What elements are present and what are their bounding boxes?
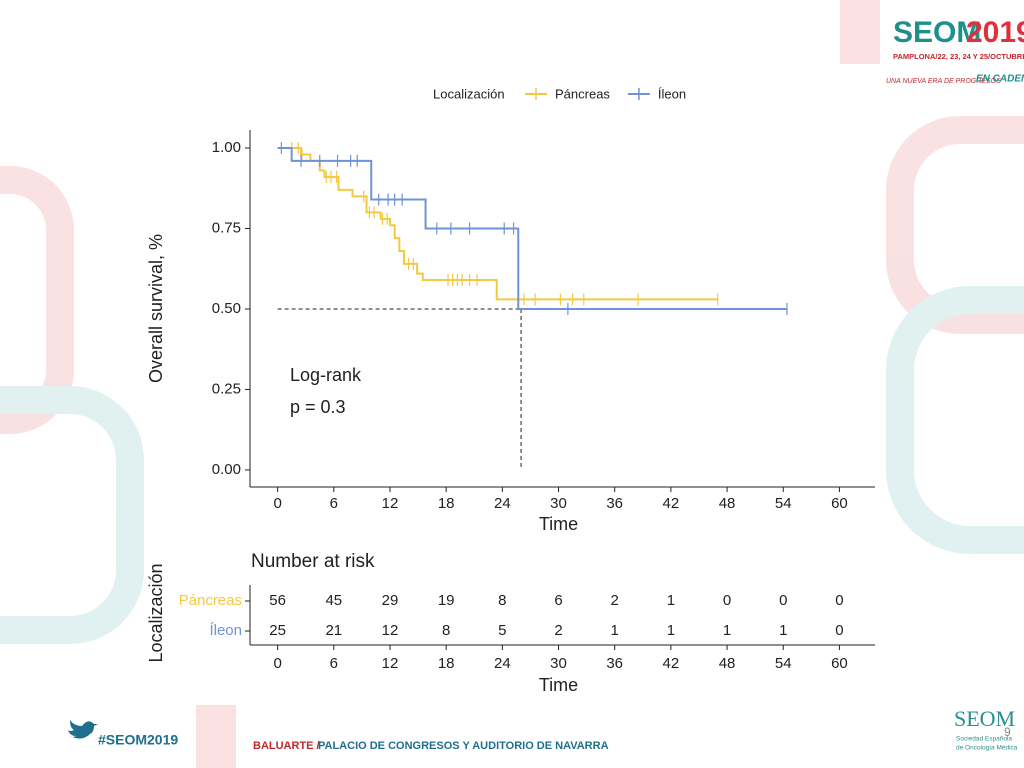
y-tick-label: 0.25 — [212, 380, 241, 397]
risk-count: 0 — [835, 592, 843, 609]
risk-count: 8 — [498, 592, 506, 609]
x-tick-label: 48 — [719, 655, 736, 672]
venue: PALACIO DE CONGRESOS Y AUDITORIO DE NAVA… — [318, 740, 609, 752]
annotation: Log-rank — [290, 365, 362, 385]
motto: EN CADENA — [976, 74, 1024, 85]
legend-label: Páncreas — [555, 86, 610, 101]
x-tick-label: 24 — [494, 655, 511, 672]
risk-count: 1 — [723, 622, 731, 639]
risk-count: 1 — [667, 622, 675, 639]
y-tick-label: 0.00 — [212, 461, 241, 478]
x-tick-label: 42 — [663, 495, 680, 512]
twitter-icon — [68, 720, 98, 739]
hashtag: #SEOM2019 — [98, 732, 178, 748]
risk-count: 25 — [269, 622, 286, 639]
risk-count: 1 — [779, 622, 787, 639]
page-number: 9 — [1004, 725, 1011, 739]
y-tick-label: 0.50 — [212, 300, 241, 317]
venue: BALUARTE / — [253, 740, 320, 752]
dates: PAMPLONA/22, 23, 24 Y 25/OCTUBRE — [893, 52, 1024, 61]
motto: UNA NUEVA ERA DE PROGRESOS — [886, 78, 1001, 85]
risk-count: 1 — [611, 622, 619, 639]
risk-count: 2 — [611, 592, 619, 609]
x-tick-label: 0 — [273, 655, 281, 672]
background-decor — [0, 116, 1024, 644]
risk-count: 8 — [442, 622, 450, 639]
risk-count: 0 — [835, 622, 843, 639]
x-tick-label: 12 — [382, 655, 399, 672]
x-tick-label: 54 — [775, 495, 792, 512]
y-tick-label: 0.75 — [212, 219, 241, 236]
y-axis-label: Overall survival, % — [146, 234, 166, 383]
risk-count: 0 — [779, 592, 787, 609]
y-axis-label: Localización — [146, 563, 166, 662]
risk-count: 12 — [382, 622, 399, 639]
risk-count: 6 — [554, 592, 562, 609]
x-tick-label: 12 — [382, 495, 399, 512]
x-tick-label: 36 — [606, 495, 623, 512]
legend-label: Íleon — [658, 86, 686, 101]
x-tick-label: 24 — [494, 495, 511, 512]
y-tick-label: 1.00 — [212, 139, 241, 156]
logo: 2019 — [966, 16, 1024, 49]
x-tick-label: 42 — [663, 655, 680, 672]
x-tick-label: 18 — [438, 655, 455, 672]
risk-count: 45 — [325, 592, 342, 609]
x-tick-label: 6 — [330, 655, 338, 672]
x-tick-label: 48 — [719, 495, 736, 512]
seom-sub: de Oncología Médica — [956, 745, 1018, 752]
risk-count: 21 — [325, 622, 342, 639]
logo: SEOM — [893, 16, 981, 49]
risk-count: 2 — [554, 622, 562, 639]
x-tick-label: 0 — [273, 495, 281, 512]
survival-curve — [277, 147, 718, 301]
risk-row-label: Páncreas — [179, 592, 242, 609]
risk-count: 1 — [667, 592, 675, 609]
x-tick-label: 30 — [550, 655, 567, 672]
annotation: p = 0.3 — [290, 397, 346, 417]
survival-curve — [277, 147, 787, 310]
legend-title: Localización — [433, 86, 505, 101]
decor-block — [840, 0, 880, 64]
risk-count: 5 — [498, 622, 506, 639]
x-axis-label: Time — [539, 675, 578, 695]
x-tick-label: 6 — [330, 495, 338, 512]
x-axis-label: Time — [539, 514, 578, 534]
x-tick-label: 54 — [775, 655, 792, 672]
seom-logo: SEOM — [954, 706, 1015, 731]
risk-count: 0 — [723, 592, 731, 609]
x-tick-label: 18 — [438, 495, 455, 512]
risk-count: 19 — [438, 592, 455, 609]
risk-row-label: Íleon — [209, 622, 242, 639]
risk-table-title: Number at risk — [251, 551, 375, 572]
x-tick-label: 60 — [831, 495, 848, 512]
chart: 0.000.250.500.751.000 6 12 18 24 30 36 42 48 54 60… — [146, 86, 875, 695]
x-tick-label: 36 — [606, 655, 623, 672]
risk-count: 29 — [382, 592, 399, 609]
x-tick-label: 60 — [831, 655, 848, 672]
x-tick-label: 30 — [550, 495, 567, 512]
decor-block — [196, 705, 236, 768]
seom-sub: Sociedad Española — [956, 736, 1012, 743]
risk-count: 56 — [269, 592, 286, 609]
